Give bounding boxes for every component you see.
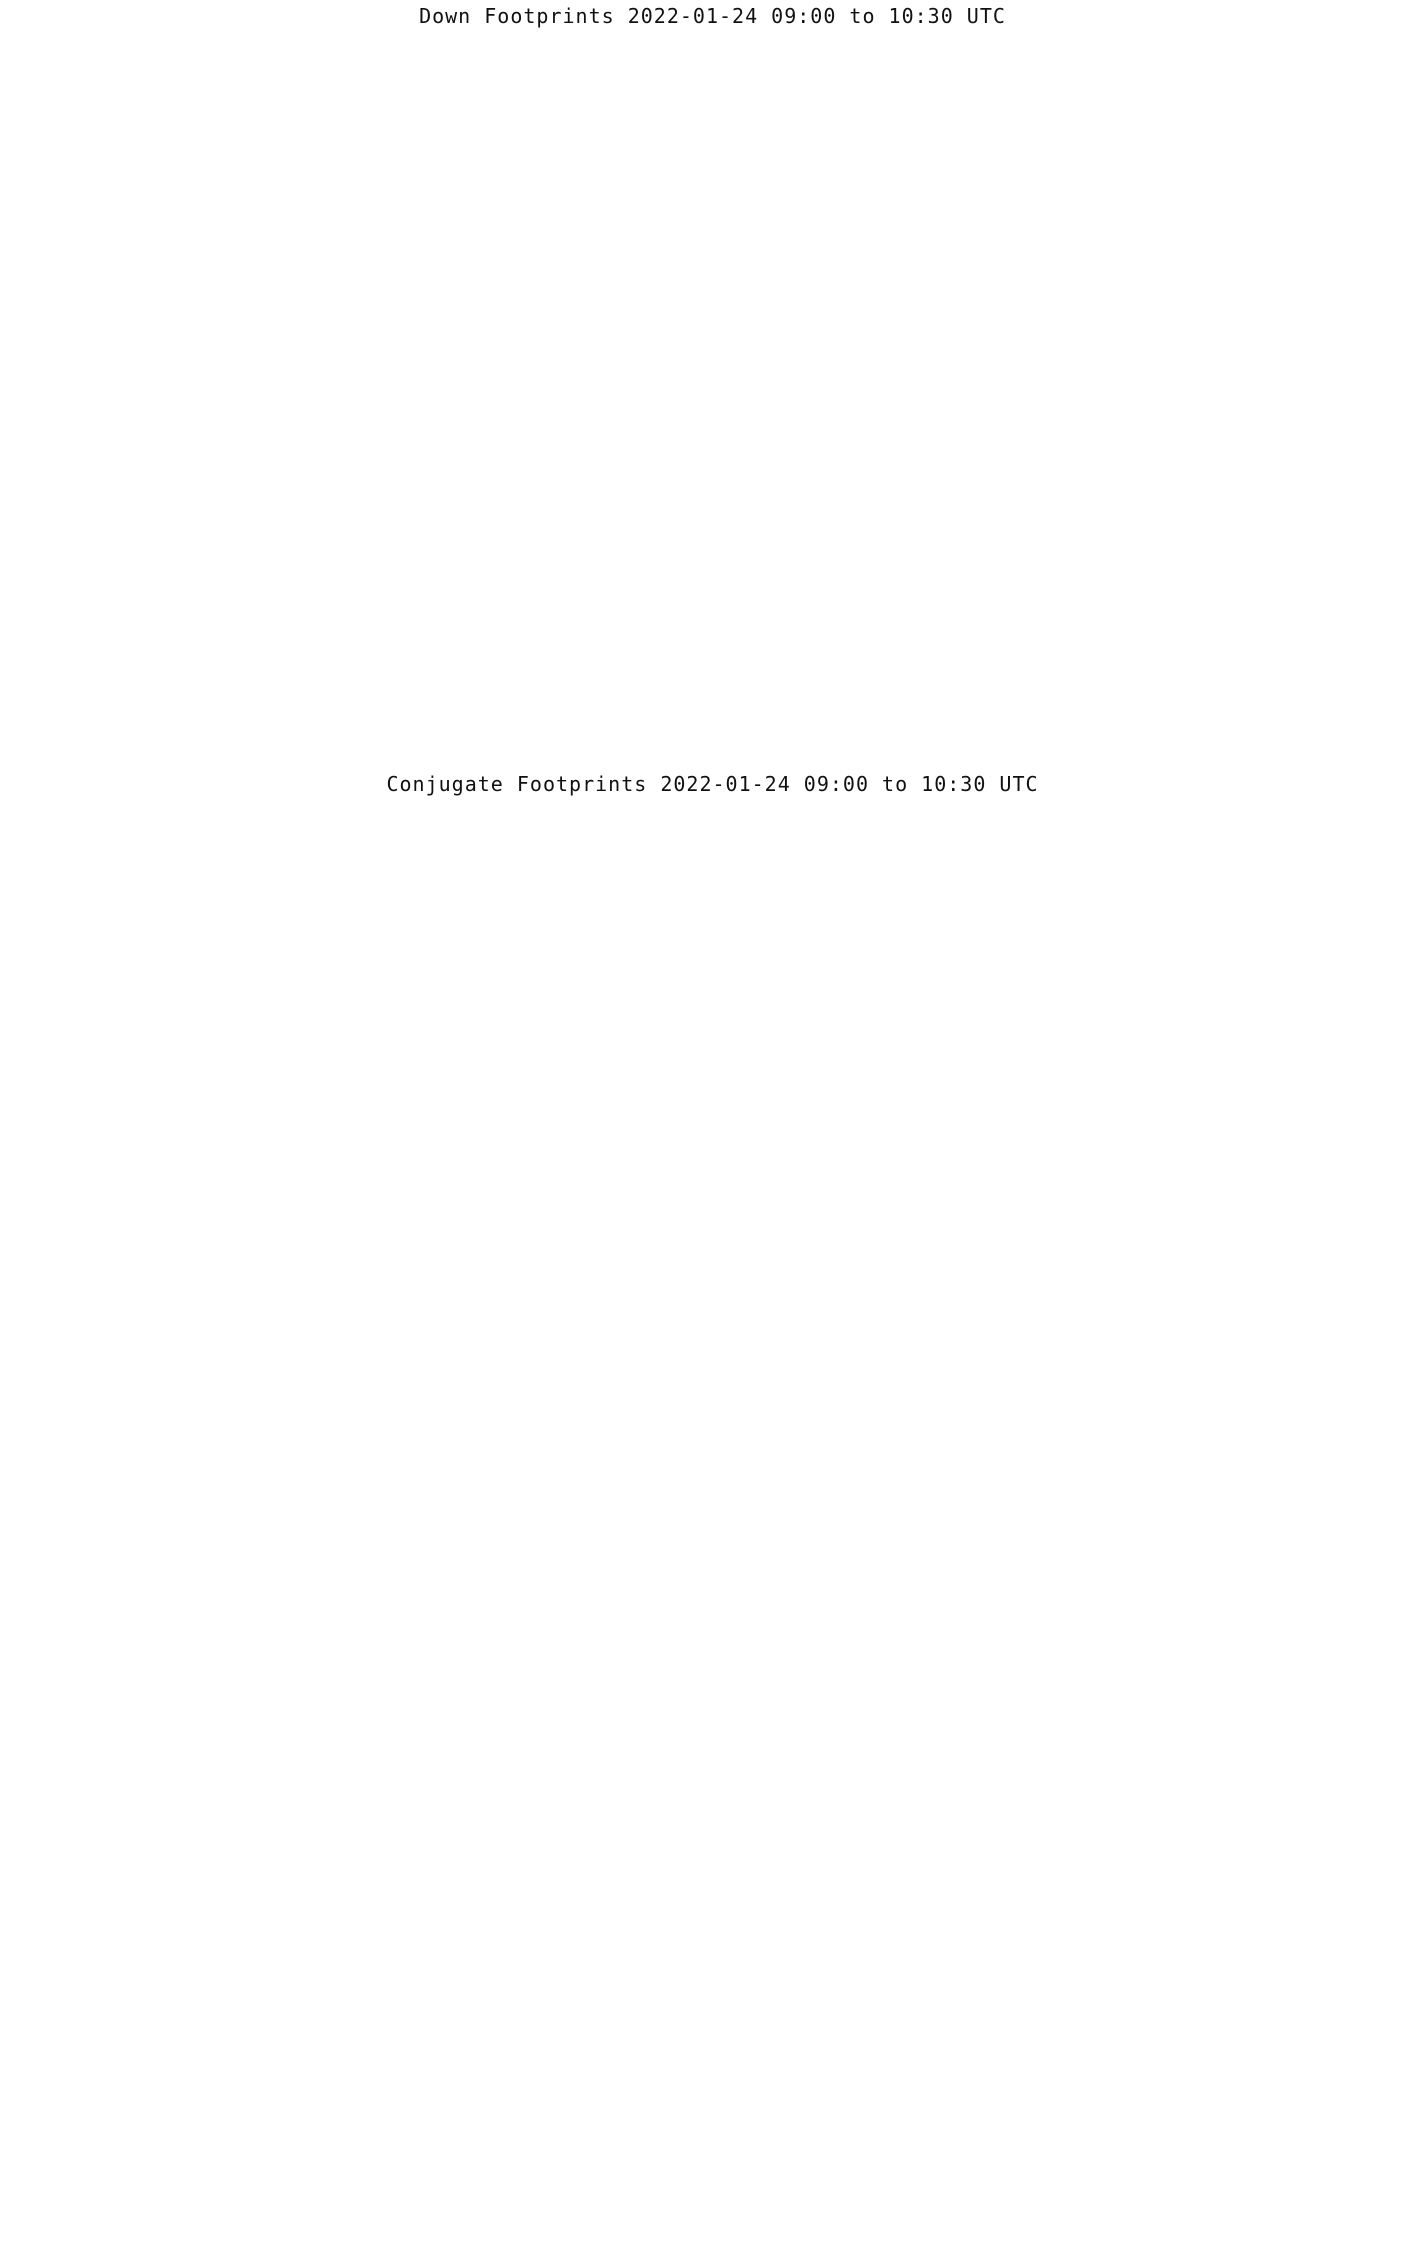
panel-title-conjugate: Conjugate Footprints 2022-01-24 09:00 to… [386,772,1039,796]
panel-title-down: Down Footprints 2022-01-24 09:00 to 10:3… [419,4,1006,28]
